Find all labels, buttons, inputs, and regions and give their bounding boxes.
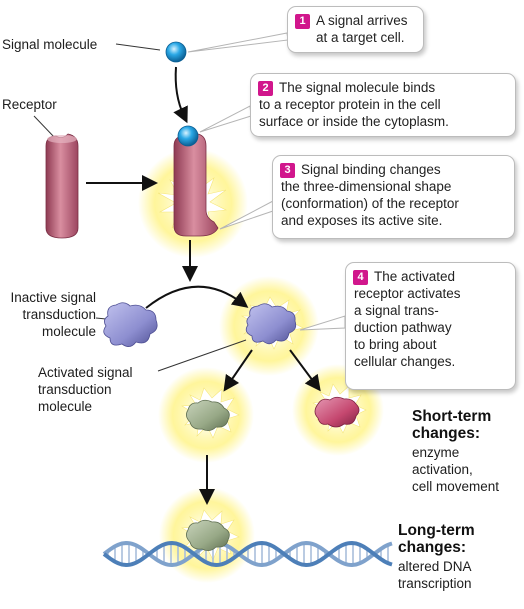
label-inactive-transducer: Inactive signal transduction molecule	[10, 290, 96, 339]
long-term-heading: Long-term changes:	[398, 522, 475, 556]
step-number-badge: 3	[280, 163, 295, 178]
step-number-badge: 1	[295, 14, 310, 29]
step-text: The activated receptor activates a signa…	[354, 269, 461, 369]
receptor-activated	[173, 125, 219, 237]
bound-signal-molecule	[177, 125, 199, 147]
transcription-factor-green	[186, 519, 230, 551]
label-leaders	[33, 43, 247, 372]
signal-molecule	[165, 41, 187, 63]
receptor-inactive	[45, 133, 79, 239]
short-term-text: enzyme activation, cell movement	[412, 445, 500, 494]
callout-step-2: 2 The signal molecule binds to a recepto…	[250, 73, 516, 137]
arrow-to-pink	[289, 349, 321, 392]
step-number-badge: 4	[353, 270, 368, 285]
step-text: Signal binding changes the three-dimensi…	[281, 162, 459, 228]
arrows	[86, 66, 321, 505]
dna-helix	[102, 540, 393, 568]
leader-receptor	[33, 115, 56, 139]
arrow-to-green	[223, 349, 253, 392]
pointer-step2	[199, 105, 252, 133]
callout-step-3: 3 Signal binding changes the three-dimen…	[272, 155, 515, 239]
dna-strand	[102, 540, 393, 568]
step-text: The signal molecule binds to a receptor …	[259, 80, 449, 129]
dna-strand	[102, 540, 393, 568]
callout-step-1: 1 A signal arrives at a target cell.	[287, 6, 424, 53]
relay-protein-green	[186, 399, 230, 431]
short-term-heading: Short-term changes:	[412, 408, 492, 442]
leader-activated	[157, 339, 247, 372]
effector-protein-pink	[314, 396, 360, 428]
long-term-text: altered DNA transcription	[398, 559, 472, 591]
step-number-badge: 2	[258, 81, 273, 96]
leader-inactive	[95, 317, 107, 320]
callout-step-4: 4 The activated receptor activates a sig…	[345, 262, 516, 390]
arrow-signal-to-receptor	[173, 66, 188, 124]
transducer-inactive	[103, 302, 158, 347]
arrow-activation-curve	[145, 285, 249, 309]
label-receptor: Receptor	[2, 97, 57, 112]
leader-signal	[115, 43, 161, 51]
label-activated-transducer: Activated signal transduction molecule	[38, 365, 133, 414]
step-text: A signal arrives at a target cell.	[316, 13, 408, 45]
label-signal-molecule: Signal molecule	[2, 37, 98, 52]
transducer-activated	[245, 303, 297, 345]
pointer-step1	[187, 32, 289, 53]
